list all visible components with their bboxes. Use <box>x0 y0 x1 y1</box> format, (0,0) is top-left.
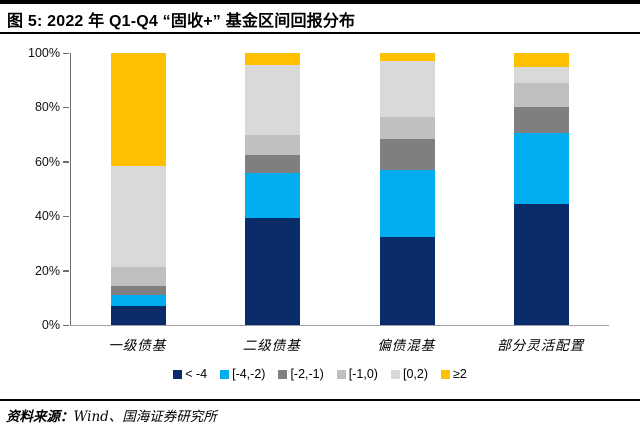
bar-segment <box>245 217 301 325</box>
plot-area <box>70 53 609 326</box>
bar-segment <box>110 266 166 286</box>
legend-label: [-4,-2) <box>232 367 266 381</box>
legend-item: [0,2) <box>390 367 428 381</box>
bar-segment <box>379 116 435 139</box>
bottom-rule <box>0 399 640 401</box>
x-category-label: 部分灵活配置 <box>497 338 585 354</box>
bar-segment <box>110 305 166 325</box>
bar-segment <box>245 65 301 135</box>
bar-segment <box>379 53 435 62</box>
y-tick-mark <box>63 106 69 109</box>
bar-segment <box>514 66 570 83</box>
bar-segment <box>245 134 301 156</box>
stacked-bar-3 <box>379 53 435 325</box>
stacked-bar-1 <box>110 53 166 325</box>
bar-segment <box>379 236 435 325</box>
bar-segment <box>514 53 570 67</box>
bar-segment <box>245 155 301 173</box>
x-category-label: 二级债基 <box>242 338 301 354</box>
y-tick-label: 60% <box>34 154 60 169</box>
title-rule <box>0 32 640 34</box>
y-tick-mark <box>63 270 69 272</box>
legend-label: [-2,-1) <box>290 367 324 381</box>
source-text: Wind、国海证券研究所 <box>73 409 217 425</box>
legend-label: [0,2) <box>402 367 428 381</box>
legend-color-swatch <box>440 369 450 379</box>
legend-item: [-1,0) <box>336 367 378 381</box>
y-tick-mark <box>63 161 69 163</box>
y-tick-label: 100% <box>28 46 60 60</box>
legend-color-swatch <box>220 369 230 379</box>
y-tick-label: 80% <box>34 100 60 115</box>
y-tick-label: 0% <box>41 318 60 332</box>
legend-label: ≥2 <box>452 367 467 381</box>
top-rule <box>0 0 640 4</box>
y-tick-mark <box>63 52 69 54</box>
source-label: 资料来源： <box>6 409 74 425</box>
legend-item: [-2,-1) <box>278 367 324 381</box>
chart-legend: < -4 [-4,-2) [-2,-1) [-1,0) [0,2) ≥2 <box>0 367 640 381</box>
x-category-label: 一级债基 <box>108 338 167 354</box>
bar-segment <box>110 295 166 306</box>
legend-item: [-4,-2) <box>220 367 265 381</box>
legend-label: < -4 <box>185 367 208 381</box>
y-tick-label: 40% <box>34 209 60 224</box>
y-tick-mark <box>63 215 69 218</box>
x-category-label: 偏债混基 <box>377 338 436 354</box>
bar-segment <box>110 53 166 166</box>
legend-item: < -4 <box>173 367 207 381</box>
y-tick-mark <box>63 324 69 326</box>
chart-title: 图 5: 2022 年 Q1-Q4 “固收+” 基金区间回报分布 <box>7 13 356 30</box>
legend-label: [-1,0) <box>348 367 378 381</box>
y-tick-label: 20% <box>34 263 60 278</box>
bar-segment <box>514 82 570 108</box>
bar-segment <box>514 107 570 134</box>
legend-color-swatch <box>336 369 346 379</box>
source-line: 资料来源：Wind、国海证券研究所 <box>6 405 217 425</box>
legend-color-swatch <box>278 369 288 379</box>
legend-item: ≥2 <box>440 367 467 381</box>
stacked-bar-4 <box>514 53 570 325</box>
stacked-bar-2 <box>245 53 301 325</box>
bar-segment <box>379 169 435 237</box>
bar-segment <box>514 203 570 325</box>
bar-segment <box>245 172 301 218</box>
bar-segment <box>379 61 435 117</box>
bar-segment <box>245 53 301 66</box>
bar-segment <box>379 138 435 170</box>
legend-color-swatch <box>173 369 183 379</box>
bar-segment <box>110 165 166 267</box>
legend-color-swatch <box>390 369 400 379</box>
bar-segment <box>514 133 570 204</box>
bar-segment <box>110 285 166 296</box>
